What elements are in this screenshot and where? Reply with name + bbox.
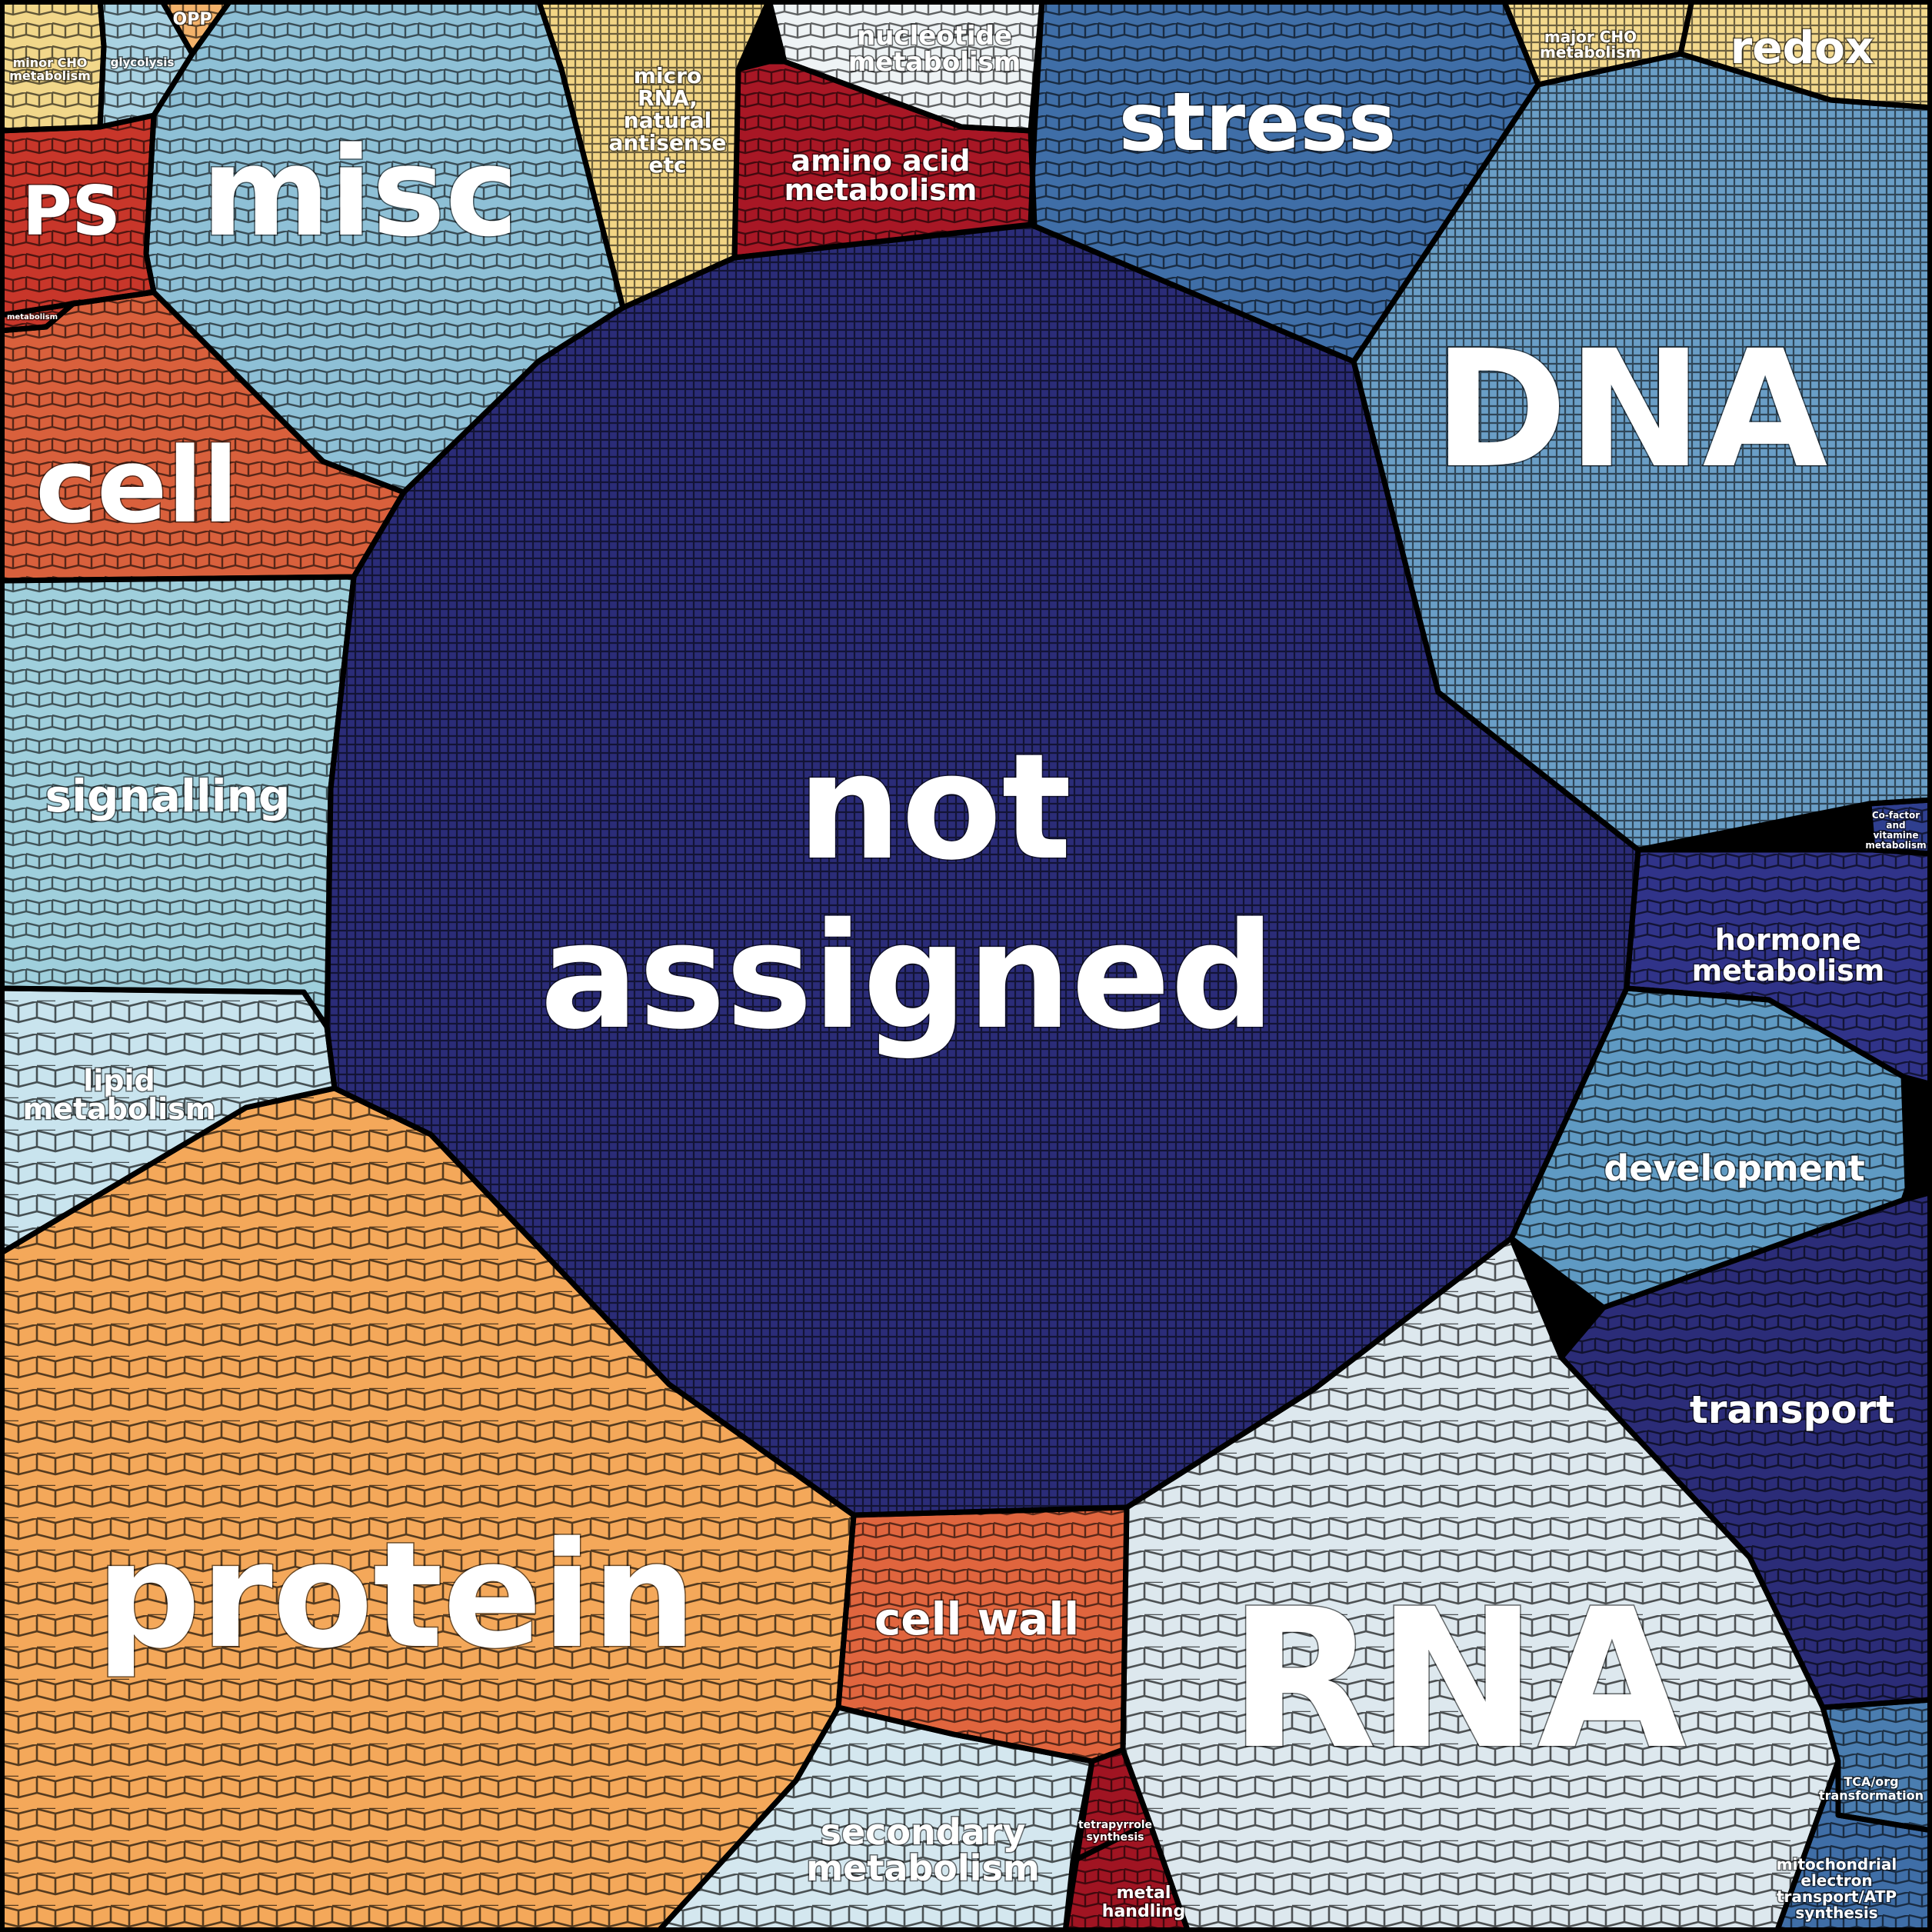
label-redox: redox	[1730, 22, 1874, 74]
mosaic-rna	[1123, 1238, 1838, 1932]
label-mito-3: transport/ATP	[1777, 1887, 1897, 1906]
label-signalling: signalling	[45, 770, 291, 822]
label-stress: stress	[1119, 75, 1397, 169]
label-cofactor-4: metabolism	[1865, 840, 1926, 851]
label-nucleotide-1: nucleotide	[857, 21, 1012, 52]
mosaic-mito-etc	[1777, 1761, 1932, 1932]
label-cell-wall: cell wall	[874, 1593, 1079, 1645]
mosaic-micro-rna	[538, 0, 769, 308]
label-metal-1: metal	[1117, 1884, 1171, 1903]
label-micro-rna-5: etc	[649, 152, 687, 178]
mosaic-minor-cho	[0, 0, 104, 131]
mosaic-lipid-metabolism	[0, 988, 335, 1254]
label-mito-4: synthesis	[1795, 1904, 1877, 1922]
mosaic-opp	[162, 0, 231, 54]
mosaic-secondary-metabolism	[658, 1707, 1092, 1932]
label-transport: transport	[1690, 1387, 1894, 1432]
label-metal-2: handling	[1102, 1902, 1185, 1921]
mosaic-tca	[1823, 1700, 1932, 1830]
border-cofactor	[1866, 797, 1932, 857]
border-secondary-metabolism	[655, 1704, 1095, 1932]
label-ps: PS	[22, 172, 121, 251]
label-tetrapyrrole-1: tetrapyrrole	[1078, 1819, 1152, 1831]
mosaic-signalling	[0, 577, 354, 1027]
label-minor-cho-1: minor CHO	[13, 55, 88, 70]
label-hormone-2: metabolism	[1692, 954, 1885, 988]
label-amino-acid-1: amino acid	[791, 144, 970, 178]
label-not-assigned-line2: assigned	[540, 891, 1275, 1061]
label-mito-2: electron	[1800, 1871, 1872, 1890]
mosaic-amino-acid-metabolism	[734, 62, 1034, 258]
label-amino-acid-2: metabolism	[784, 173, 978, 207]
label-glycolysis: glycolysis	[111, 55, 175, 69]
mosaic-hormone-metabolism	[1627, 850, 1932, 1084]
border-mito-etc	[1774, 1758, 1932, 1932]
label-tca-1: TCA/org	[1844, 1774, 1898, 1789]
mosaic-major-cho	[1504, 0, 1692, 85]
label-lipid-2: metabolism	[23, 1092, 216, 1126]
label-n-metabolism: metabolism	[7, 313, 58, 321]
label-misc: misc	[202, 120, 518, 264]
label-nucleotide-2: metabolism	[848, 47, 1021, 78]
label-development: development	[1604, 1148, 1864, 1189]
border-development	[1508, 985, 1910, 1311]
label-hormone-1: hormone	[1715, 923, 1861, 957]
label-lipid-1: lipid	[83, 1064, 155, 1098]
mosaic-not-assigned	[327, 225, 1638, 1515]
label-cofactor-1: Co-factor	[1872, 810, 1920, 821]
cell-labels: not assigned protein RNA DNA stress misc…	[6, 9, 1928, 1924]
label-mito-1: mitochondrial	[1777, 1855, 1897, 1874]
label-cofactor-2: and	[1886, 820, 1905, 831]
label-micro-rna-3: natural	[624, 108, 711, 133]
border-metal-handling	[1062, 1820, 1191, 1932]
mosaic-misc	[146, 0, 623, 492]
label-micro-rna-2: RNA,	[638, 85, 698, 111]
mosaic-n-metabolism	[0, 304, 73, 331]
label-cell: cell	[35, 425, 238, 546]
mosaic-protein	[0, 1088, 854, 1932]
label-opp: OPP	[173, 10, 212, 29]
mosaic-nucleotide-metabolism	[769, 0, 1042, 131]
mosaic-cofactor	[1869, 800, 1932, 854]
label-tca-2: transformation	[1819, 1788, 1924, 1803]
mosaic-cell	[0, 292, 404, 581]
mosaic-ps	[0, 115, 154, 315]
label-major-cho-2: metabolism	[1540, 43, 1641, 62]
label-tetrapyrrole-2: synthesis	[1086, 1831, 1144, 1844]
label-protein: protein	[96, 1511, 696, 1681]
mosaic-glycolysis	[100, 0, 192, 127]
label-micro-rna-4: antisense	[608, 130, 726, 155]
label-dna: DNA	[1434, 315, 1828, 504]
mosaic-transport	[1561, 1192, 1932, 1707]
mosaic-dna	[1354, 54, 1932, 850]
mosaic-redox	[1681, 0, 1932, 108]
label-not-assigned-line1: not	[798, 722, 1072, 892]
mosaic-cell-wall	[838, 1507, 1127, 1761]
label-secondary-1: secondary	[821, 1811, 1026, 1853]
label-major-cho-1: major CHO	[1544, 28, 1637, 46]
label-cofactor-3: vitamine	[1873, 830, 1918, 841]
label-minor-cho-2: metabolism	[9, 68, 91, 83]
mosaic-development	[1511, 988, 1907, 1307]
label-rna: RNA	[1228, 1567, 1686, 1791]
label-secondary-2: metabolism	[806, 1847, 1040, 1889]
label-micro-rna-1: micro	[634, 63, 701, 88]
